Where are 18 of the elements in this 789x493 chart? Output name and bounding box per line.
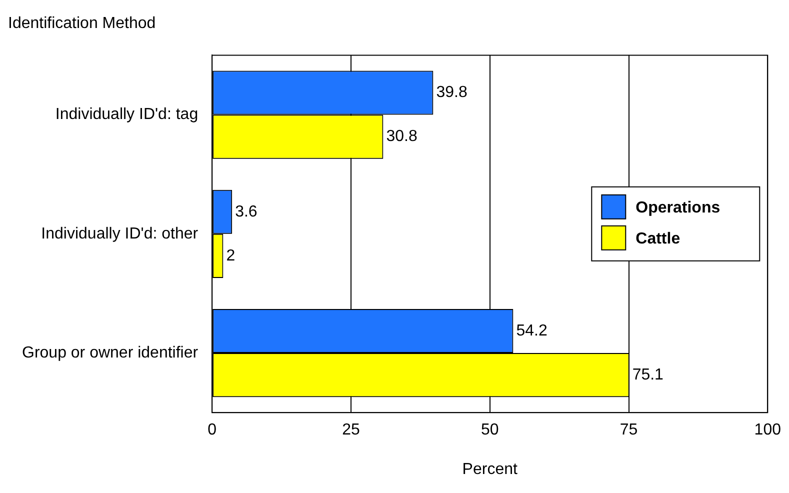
data-label: 54.2 (516, 322, 548, 340)
legend-label: Cattle (636, 230, 680, 248)
x-tick-label: 100 (754, 422, 782, 439)
x-tick-label: 50 (480, 422, 499, 439)
x-tick-label: 0 (208, 422, 217, 439)
text: Identification Method (8, 15, 156, 32)
y-tick-label: Individually ID'd: other (41, 225, 199, 242)
x-axis-title: Percent (462, 460, 518, 478)
data-label: 30.8 (386, 128, 418, 146)
data-label: 2 (226, 247, 236, 264)
x-tick-label: 25 (342, 422, 360, 439)
data-label: 3.6 (235, 203, 258, 220)
y-tick-label: Group or owner identifier (22, 344, 199, 362)
x-tick-label: 75 (620, 422, 638, 439)
data-label: 39.8 (436, 84, 468, 102)
legend-label: Operations (636, 199, 720, 216)
data-label: 75.1 (632, 366, 664, 384)
y-tick-label: Individually ID'd: tag (55, 106, 198, 124)
